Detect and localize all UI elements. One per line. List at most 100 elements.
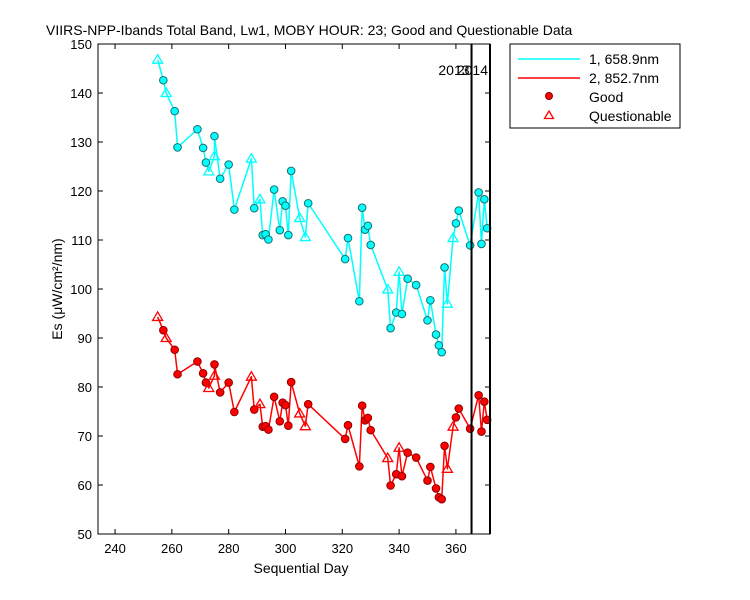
- good-point: [431, 330, 441, 339]
- good-point: [397, 309, 407, 319]
- good-point: [215, 174, 225, 184]
- good-point: [454, 404, 464, 413]
- x-tick-label: 320: [331, 541, 353, 556]
- good-point: [363, 221, 373, 231]
- x-tick-label: 360: [445, 541, 467, 556]
- y-tick-label: 80: [78, 380, 92, 395]
- good-point: [477, 427, 486, 436]
- good-point: [355, 462, 364, 471]
- good-point: [366, 240, 375, 250]
- good-point: [451, 413, 461, 422]
- good-point: [403, 274, 412, 284]
- good-point: [284, 421, 293, 431]
- good-point: [426, 295, 435, 305]
- x-tick-label: 260: [161, 541, 183, 556]
- legend-label-series-1: 1, 658.9nm: [589, 51, 659, 67]
- good-point: [198, 368, 208, 378]
- good-point: [451, 219, 461, 228]
- x-tick-label: 300: [275, 541, 297, 556]
- good-point: [215, 388, 225, 397]
- questionable-point: [202, 165, 215, 176]
- good-point: [264, 235, 273, 244]
- good-point: [431, 484, 441, 493]
- good-point: [201, 158, 211, 167]
- good-point: [340, 254, 350, 264]
- good-point: [303, 399, 313, 409]
- good-point: [423, 476, 432, 485]
- good-point: [249, 405, 259, 414]
- chart-title: VIIRS-NPP-Ibands Total Band, Lw1, MOBY H…: [46, 22, 573, 38]
- good-point: [363, 413, 373, 423]
- good-point: [386, 323, 395, 333]
- good-point: [403, 448, 412, 457]
- good-point: [224, 378, 233, 387]
- good-point: [440, 263, 449, 272]
- good-point: [386, 481, 395, 490]
- good-point: [281, 400, 290, 410]
- good-point: [411, 280, 421, 290]
- good-point: [193, 124, 202, 134]
- questionable-point: [245, 152, 258, 163]
- legend-marker-good: [545, 92, 553, 100]
- good-point: [397, 471, 407, 481]
- good-point: [480, 397, 489, 407]
- good-point: [159, 325, 168, 335]
- good-point: [480, 195, 489, 204]
- good-point: [474, 391, 483, 400]
- legend-marker-questionable: [543, 109, 555, 120]
- questionable-point: [299, 419, 312, 431]
- good-point: [159, 75, 168, 85]
- questionable-point: [293, 211, 306, 223]
- good-point: [465, 241, 475, 250]
- good-point: [423, 316, 432, 325]
- good-point: [269, 185, 279, 194]
- x-tick-label: 280: [218, 541, 240, 556]
- y-tick-label: 50: [78, 527, 92, 542]
- series-markers: [151, 53, 492, 504]
- questionable-point: [253, 397, 267, 409]
- good-point: [343, 233, 353, 243]
- x-axis-label: Sequential Day: [254, 560, 349, 576]
- good-point: [264, 425, 273, 434]
- series-lines: [156, 59, 488, 500]
- questionable-point: [441, 462, 454, 473]
- questionable-point: [446, 420, 460, 431]
- questionable-point: [446, 231, 460, 243]
- good-point: [340, 434, 350, 444]
- good-point: [477, 239, 486, 249]
- y-tick-label: 150: [70, 37, 92, 52]
- year-label: 2013: [438, 62, 469, 78]
- x-axis: 240 260 280 300 320 340 360: [104, 44, 467, 556]
- good-point: [343, 420, 353, 430]
- year-label: 2014: [457, 62, 488, 78]
- questionable-point: [293, 407, 306, 418]
- questionable-point: [202, 381, 215, 393]
- good-point: [357, 203, 367, 212]
- legend-box: [509, 43, 681, 129]
- y-tick-label: 120: [70, 184, 92, 199]
- good-point: [474, 188, 483, 197]
- questionable-point: [151, 310, 164, 322]
- questionable-point: [160, 331, 173, 343]
- x-tick-label: 240: [104, 541, 126, 556]
- questionable-point: [381, 451, 394, 463]
- x-tick-label: 340: [388, 541, 410, 556]
- questionable-point: [160, 86, 173, 98]
- good-point: [355, 296, 364, 306]
- y-axis-label: Es (μW/cm²/nm): [49, 238, 65, 339]
- questionable-point: [381, 283, 394, 294]
- good-point: [275, 225, 285, 235]
- questionable-point: [208, 369, 221, 380]
- questionable-point: [208, 149, 221, 161]
- legend: 1, 658.9nm 2, 852.7nm Good Questionable: [509, 43, 681, 129]
- good-point: [303, 198, 313, 208]
- good-point: [173, 143, 182, 152]
- y-tick-label: 60: [78, 478, 92, 493]
- good-point: [269, 392, 279, 402]
- good-point: [230, 407, 239, 417]
- legend-label-series-2: 2, 852.7nm: [589, 70, 659, 86]
- plot-frame: [97, 43, 491, 535]
- questionable-point: [392, 441, 406, 452]
- good-point: [198, 143, 208, 153]
